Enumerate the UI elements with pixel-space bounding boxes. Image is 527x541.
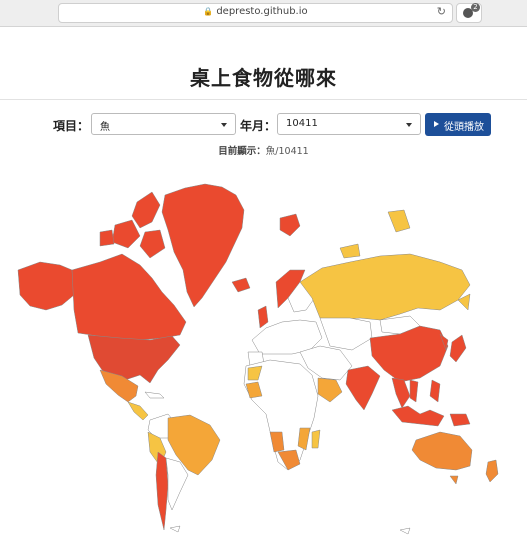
region-china[interactable]: [369, 325, 449, 383]
browser-toolbar: 🔒 depresto.github.io ↻ 2: [0, 0, 527, 27]
item-select[interactable]: 魚: [91, 113, 236, 135]
play-icon: [434, 121, 439, 127]
world-map[interactable]: [0, 170, 527, 541]
region-russia[interactable]: [387, 209, 411, 233]
region-antarctica: [169, 525, 181, 533]
region-canada[interactable]: [71, 253, 187, 341]
region-central-america[interactable]: [127, 401, 149, 421]
region-korea[interactable]: [439, 333, 449, 351]
status-label: 目前顯示：: [218, 146, 266, 157]
region-new-zealand[interactable]: [485, 459, 499, 483]
region-papua[interactable]: [449, 413, 471, 427]
extension-button[interactable]: 2: [456, 3, 482, 23]
region-south-africa[interactable]: [277, 449, 301, 471]
url-text: depresto.github.io: [216, 6, 308, 17]
region-usa-alaska[interactable]: [17, 261, 75, 311]
region-caribbean[interactable]: [144, 391, 165, 399]
region-australia[interactable]: [411, 431, 473, 471]
extension-badge: 2: [471, 3, 480, 12]
month-label: 年月：: [240, 119, 277, 133]
region-greenland[interactable]: [161, 183, 245, 308]
address-bar[interactable]: 🔒 depresto.github.io ↻: [58, 3, 453, 23]
header-divider: [0, 99, 527, 100]
item-label: 項目：: [53, 119, 90, 133]
region-russia[interactable]: [339, 243, 361, 259]
map-regions: [17, 183, 499, 535]
extension-icon: [463, 8, 473, 18]
region-indonesia[interactable]: [391, 405, 445, 427]
region-brazil[interactable]: [167, 414, 221, 476]
region-middle-east[interactable]: [299, 345, 353, 381]
region-canada[interactable]: [139, 229, 166, 259]
region-europe[interactable]: [251, 319, 323, 355]
region-thailand[interactable]: [391, 377, 411, 409]
region-saudi-arabia[interactable]: [317, 377, 343, 403]
region-russia[interactable]: [457, 293, 471, 311]
region-mexico[interactable]: [99, 369, 139, 403]
region-uk[interactable]: [257, 305, 269, 329]
play-from-start-button[interactable]: 從頭播放: [425, 113, 491, 136]
region-vietnam[interactable]: [409, 379, 419, 403]
region-tasmania[interactable]: [449, 475, 459, 485]
item-select-value: 魚: [100, 122, 110, 133]
region-chile[interactable]: [155, 451, 169, 531]
month-select[interactable]: 10411: [277, 113, 421, 135]
lock-icon: 🔒: [203, 7, 214, 16]
region-namibia[interactable]: [269, 431, 285, 453]
region-iceland[interactable]: [231, 277, 251, 293]
region-morocco[interactable]: [247, 365, 263, 381]
region-usa[interactable]: [87, 334, 181, 384]
region-mozambique[interactable]: [297, 427, 311, 451]
region-japan[interactable]: [449, 334, 467, 363]
chevron-down-icon: [406, 123, 412, 127]
region-philippines[interactable]: [429, 379, 441, 403]
reload-icon[interactable]: ↻: [436, 5, 446, 18]
page-title: 桌上食物從哪來: [190, 66, 337, 90]
region-madagascar[interactable]: [311, 429, 321, 449]
current-display-status: 目前顯示：魚/10411: [0, 143, 527, 157]
chevron-down-icon: [221, 123, 227, 127]
region-central-asia[interactable]: [319, 317, 373, 351]
region-canada[interactable]: [131, 191, 161, 229]
region-norway[interactable]: [279, 213, 301, 237]
play-button-label: 從頭播放: [444, 122, 484, 133]
region-argentina[interactable]: [165, 457, 189, 511]
region-canada[interactable]: [99, 229, 115, 247]
month-select-value: 10411: [286, 118, 318, 129]
region-canada[interactable]: [111, 219, 141, 249]
status-value: 魚/10411: [265, 146, 309, 157]
region-antarctica: [399, 527, 411, 535]
region-india[interactable]: [345, 365, 381, 411]
region-russia[interactable]: [299, 253, 471, 321]
region-africa-west[interactable]: [245, 381, 263, 399]
